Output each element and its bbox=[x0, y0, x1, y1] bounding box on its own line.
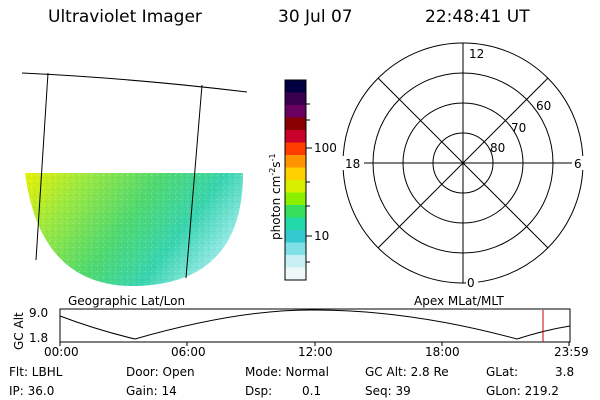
colorbar-band bbox=[285, 92, 306, 106]
colorbar-tick-100: 100 bbox=[314, 141, 337, 155]
gc-alt-info: GC Alt: 2.8 Re bbox=[365, 365, 449, 379]
mlt-label-6: 6 bbox=[574, 157, 582, 171]
colorbar-band bbox=[285, 217, 306, 231]
time-tick-0000: 00:00 bbox=[44, 345, 79, 359]
dsp-value: 0.1 bbox=[302, 384, 322, 398]
altitude-ylabel: GC Alt bbox=[12, 312, 26, 350]
seq-info: Seq: 39 bbox=[365, 384, 411, 398]
mode-info: Mode: Normal bbox=[245, 365, 329, 379]
colorbar-band bbox=[285, 205, 306, 218]
mlt-label-0: 0 bbox=[467, 276, 475, 290]
colorbar-band bbox=[285, 130, 306, 143]
colorbar-tick-10: 10 bbox=[314, 229, 330, 243]
mlat-label-70: 70 bbox=[511, 121, 526, 135]
latitude-line bbox=[21, 72, 248, 93]
glon-info: GLon: 219.2 bbox=[486, 384, 559, 398]
colorbar-band bbox=[285, 180, 306, 193]
time-tick-0600: 06:00 bbox=[171, 345, 206, 359]
glat-value: 3.8 bbox=[555, 365, 575, 379]
mlt-label-12: 12 bbox=[469, 47, 484, 61]
colorbar-band bbox=[285, 80, 306, 93]
mlat-label-60: 60 bbox=[536, 99, 551, 113]
time-label: 22:48:41 UT bbox=[425, 7, 530, 27]
time-tick-2359: 23:59 bbox=[554, 345, 589, 359]
colorbar-band bbox=[285, 105, 306, 118]
apex-label: Apex MLat/MLT bbox=[414, 294, 504, 308]
altitude-curve bbox=[59, 309, 571, 340]
mlat-label-80: 80 bbox=[490, 141, 505, 155]
colorbar-band bbox=[285, 192, 306, 206]
colorbar-band bbox=[285, 255, 306, 268]
time-tick-1200: 12:00 bbox=[298, 345, 333, 359]
colorbar-band bbox=[285, 242, 306, 256]
longitude-line bbox=[35, 72, 49, 261]
altitude-ytick-1-8: 1.8 bbox=[29, 331, 49, 345]
altitude-ytick-9: 9.0 bbox=[29, 306, 49, 320]
colorbar-band bbox=[285, 167, 306, 181]
time-tick-1800: 18:00 bbox=[425, 345, 460, 359]
colorbar-band bbox=[285, 117, 306, 131]
glat-label: GLat: bbox=[486, 365, 519, 379]
geographic-label: Geographic Lat/Lon bbox=[68, 294, 186, 308]
date-label: 30 Jul 07 bbox=[278, 7, 353, 27]
colorbar-band bbox=[285, 267, 306, 281]
dsp-label: Dsp: bbox=[245, 384, 273, 398]
ip-info: IP: 36.0 bbox=[9, 384, 55, 398]
mlt-label-18: 18 bbox=[345, 157, 360, 171]
colorbar-band bbox=[285, 155, 306, 168]
colorbar-band bbox=[285, 142, 306, 156]
instrument-title: Ultraviolet Imager bbox=[48, 7, 202, 27]
longitude-line bbox=[185, 84, 203, 279]
gain-info: Gain: 14 bbox=[126, 384, 177, 398]
filter-info: Flt: LBHL bbox=[9, 365, 63, 379]
door-info: Door: Open bbox=[126, 365, 195, 379]
colorbar-band bbox=[285, 230, 306, 243]
